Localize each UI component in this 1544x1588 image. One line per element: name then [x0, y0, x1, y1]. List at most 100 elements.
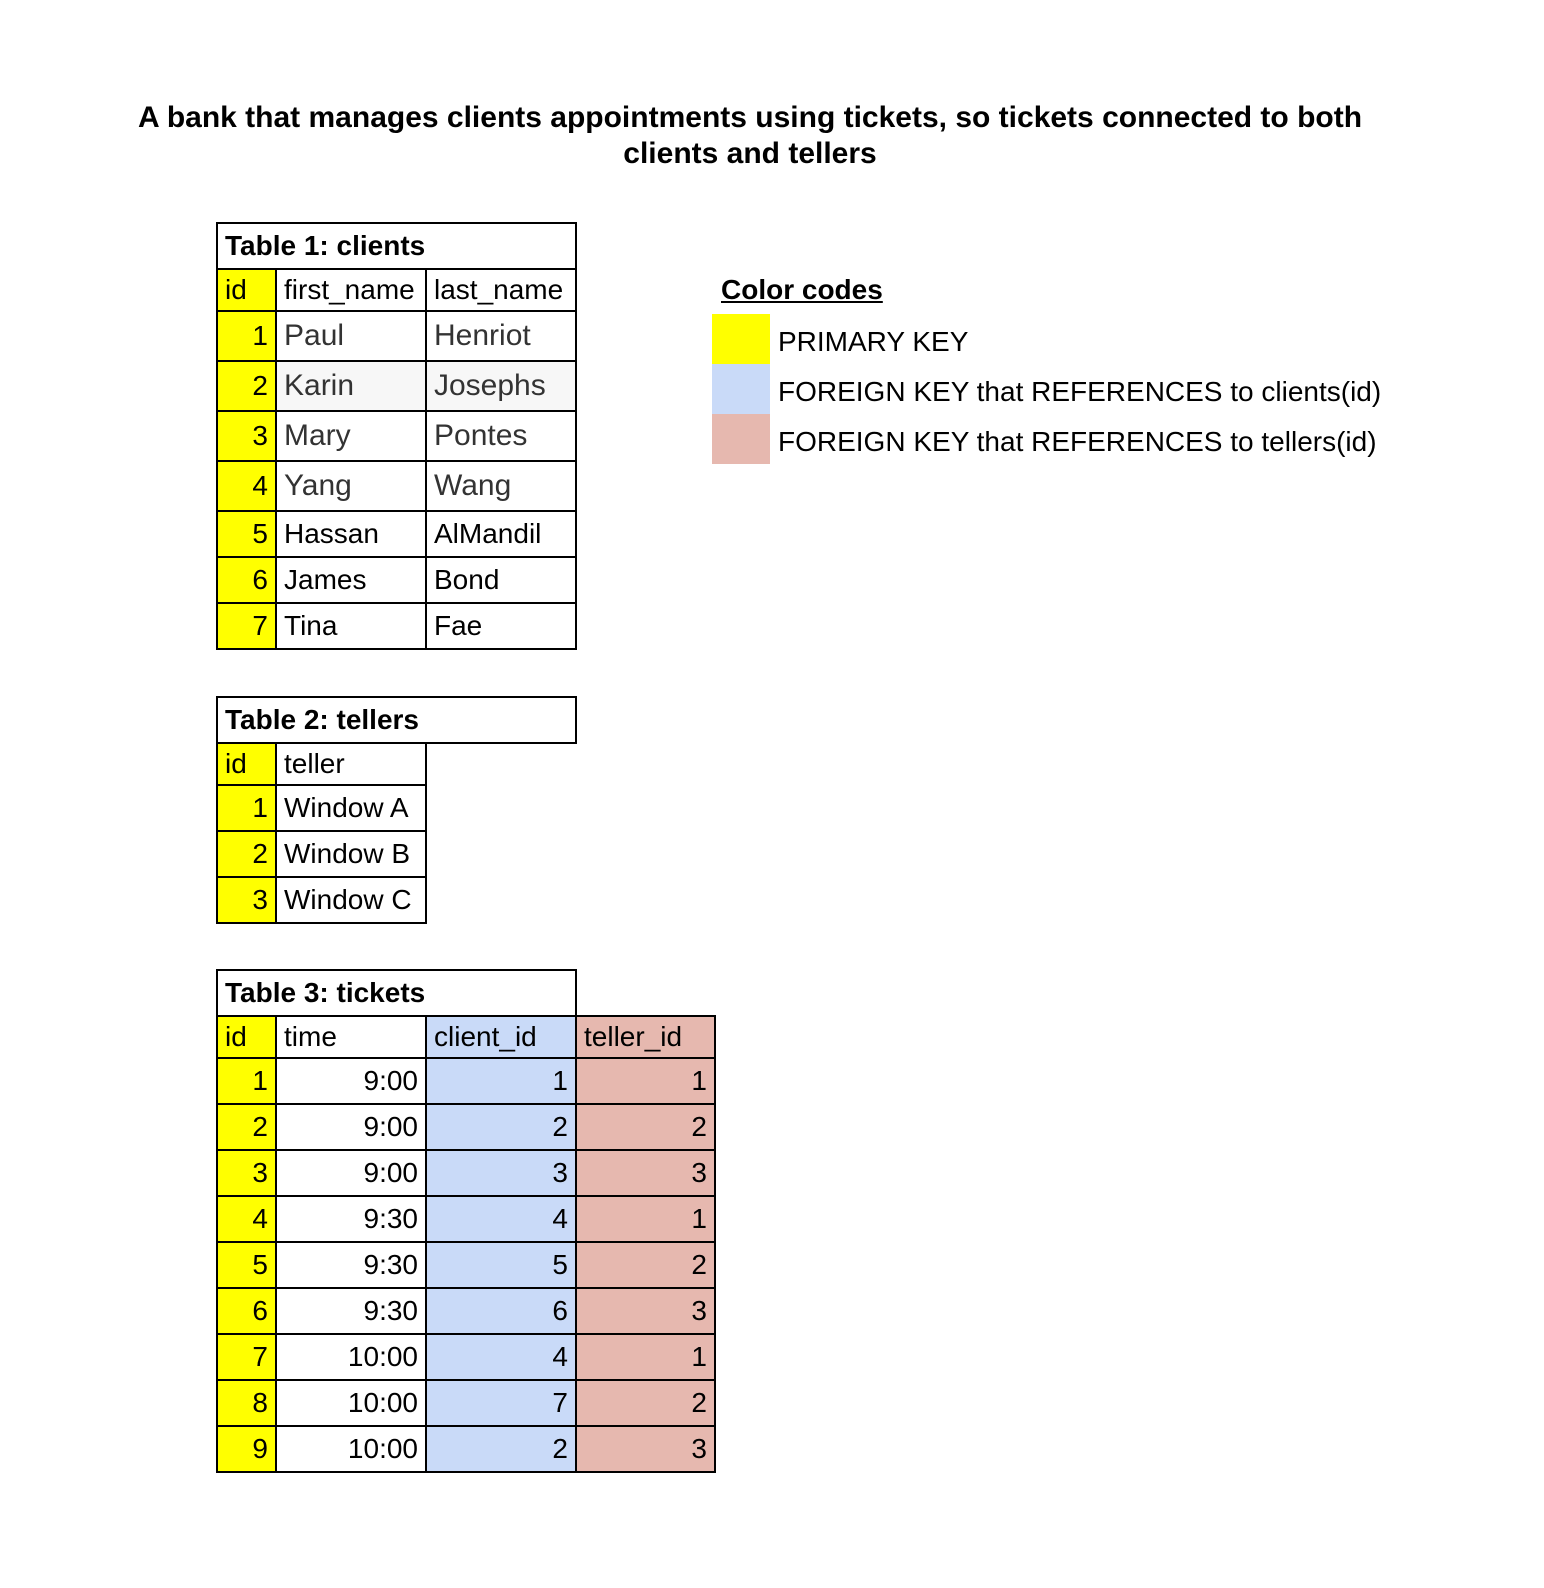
column-header: id: [216, 1015, 277, 1059]
title-line-1: A bank that manages clients appointments…: [137, 101, 1363, 134]
last-name-cell: AlMandil: [424, 510, 578, 558]
last-name-cell: Wang: [424, 460, 578, 512]
id-cell: 1: [216, 1057, 277, 1105]
time-cell: 9:00: [275, 1103, 427, 1151]
id-cell: 7: [216, 602, 277, 650]
empty-cell: [426, 785, 576, 831]
time-cell: 10:00: [275, 1379, 427, 1427]
first-name-cell: Tina: [275, 602, 427, 650]
id-cell: 6: [216, 556, 277, 604]
column-header: teller: [275, 742, 427, 786]
tellers-header-row: id teller: [216, 742, 576, 786]
table-row: 6 9:30 6 3: [216, 1287, 716, 1335]
fk-clients-swatch: [712, 364, 770, 414]
first-name-cell: Paul: [275, 310, 427, 362]
table-row: 8 10:00 7 2: [216, 1379, 716, 1427]
last-name-cell: Pontes: [424, 410, 578, 462]
column-header: last_name: [424, 268, 578, 312]
teller-cell: Window B: [275, 830, 427, 878]
client-id-cell: 2: [425, 1425, 577, 1473]
tellers-table: Table 2: tellers id teller 1 Window A 2 Win…: [215, 696, 578, 924]
id-cell: 3: [216, 1149, 277, 1197]
id-cell: 3: [216, 410, 277, 462]
table-row: 5 9:30 5 2: [216, 1241, 716, 1289]
last-name-cell: Henriot: [424, 310, 578, 362]
table-row: 3 Window C: [216, 876, 576, 924]
id-cell: 2: [216, 360, 277, 412]
teller-id-cell: 2: [575, 1241, 716, 1289]
legend-label: FOREIGN KEY that REFERENCES to clients(i…: [778, 376, 1382, 407]
tellers-caption: Table 2: tellers: [215, 696, 578, 744]
id-cell: 4: [216, 1195, 277, 1243]
client-id-cell: 4: [425, 1195, 577, 1243]
client-id-cell: 5: [425, 1241, 577, 1289]
time-cell: 10:00: [275, 1425, 427, 1473]
tickets-table: Table 3: tickets id time client_id telle…: [216, 969, 716, 1473]
id-cell: 9: [216, 1425, 277, 1473]
teller-id-cell: 2: [575, 1103, 716, 1151]
fk-tellers-swatch: [712, 414, 770, 464]
client-id-cell: 2: [425, 1103, 577, 1151]
column-header: teller_id: [575, 1015, 716, 1059]
teller-id-cell: 3: [575, 1149, 716, 1197]
table-row: 2 Window B: [216, 830, 576, 878]
legend-label: PRIMARY KEY: [778, 326, 969, 357]
id-cell: 1: [216, 784, 277, 832]
last-name-cell: Josephs: [424, 360, 578, 412]
id-cell: 5: [216, 1241, 277, 1289]
table-row: 4 9:30 4 1: [216, 1195, 716, 1243]
teller-id-cell: 3: [575, 1425, 716, 1473]
teller-id-cell: 3: [575, 1287, 716, 1335]
column-header: first_name: [275, 268, 427, 312]
teller-cell: Window A: [275, 784, 427, 832]
id-cell: 1: [216, 310, 277, 362]
table-row: 2 9:00 2 2: [216, 1103, 716, 1151]
time-cell: 10:00: [275, 1333, 427, 1381]
id-cell: 4: [216, 460, 277, 512]
time-cell: 9:30: [275, 1241, 427, 1289]
clients-table: Table 1: clients id first_name last_name…: [215, 222, 578, 650]
column-header: time: [275, 1015, 427, 1059]
table-row: 3 9:00 3 3: [216, 1149, 716, 1197]
id-cell: 2: [216, 830, 277, 878]
table-row: 1 Paul Henriot: [216, 310, 578, 362]
empty-cell: [426, 877, 576, 923]
table-row: 9 10:00 2 3: [216, 1425, 716, 1473]
client-id-cell: 1: [425, 1057, 577, 1105]
time-cell: 9:30: [275, 1195, 427, 1243]
first-name-cell: James: [275, 556, 427, 604]
legend-label: FOREIGN KEY that REFERENCES to tellers(i…: [778, 426, 1377, 457]
clients-header-row: id first_name last_name: [216, 268, 578, 312]
id-cell: 8: [216, 1379, 277, 1427]
teller-id-cell: 1: [575, 1333, 716, 1381]
id-cell: 2: [216, 1103, 277, 1151]
tickets-caption: Table 3: tickets: [216, 969, 577, 1017]
column-header: client_id: [425, 1015, 577, 1059]
column-header: id: [216, 268, 277, 312]
clients-caption: Table 1: clients: [215, 222, 578, 270]
teller-id-cell: 2: [575, 1379, 716, 1427]
table-row: 4 Yang Wang: [216, 460, 578, 512]
teller-id-cell: 1: [575, 1057, 716, 1105]
first-name-cell: Karin: [275, 360, 427, 412]
legend-title: Color codes: [721, 274, 883, 305]
id-cell: 3: [216, 876, 277, 924]
table-row: 6 James Bond: [216, 556, 578, 604]
first-name-cell: Mary: [275, 410, 427, 462]
page-title: A bank that manages clients appointments…: [100, 100, 1400, 172]
primary-key-swatch: [712, 314, 770, 364]
title-line-2: clients and tellers: [623, 137, 877, 170]
table-row: 5 Hassan AlMandil: [216, 510, 578, 558]
client-id-cell: 4: [425, 1333, 577, 1381]
table-row: 2 Karin Josephs: [216, 360, 578, 412]
table-row: 3 Mary Pontes: [216, 410, 578, 462]
first-name-cell: Hassan: [275, 510, 427, 558]
column-header: id: [216, 742, 277, 786]
table-row: 7 10:00 4 1: [216, 1333, 716, 1381]
empty-cell: [576, 970, 715, 1016]
table-row: 7 Tina Fae: [216, 602, 578, 650]
client-id-cell: 6: [425, 1287, 577, 1335]
time-cell: 9:00: [275, 1149, 427, 1197]
first-name-cell: Yang: [275, 460, 427, 512]
empty-cell: [426, 831, 576, 877]
